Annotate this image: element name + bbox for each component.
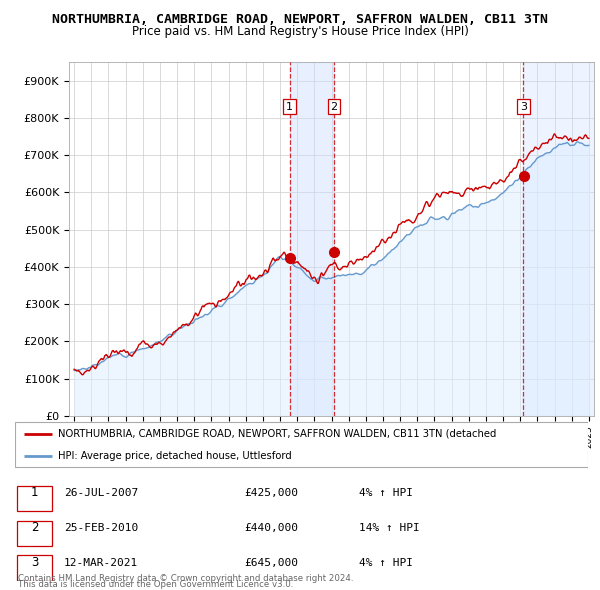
FancyBboxPatch shape: [17, 486, 52, 511]
FancyBboxPatch shape: [15, 422, 588, 467]
Text: 26-JUL-2007: 26-JUL-2007: [64, 488, 138, 498]
Text: 1: 1: [31, 486, 38, 499]
Text: Contains HM Land Registry data © Crown copyright and database right 2024.: Contains HM Land Registry data © Crown c…: [18, 574, 353, 583]
Text: NORTHUMBRIA, CAMBRIDGE ROAD, NEWPORT, SAFFRON WALDEN, CB11 3TN: NORTHUMBRIA, CAMBRIDGE ROAD, NEWPORT, SA…: [52, 13, 548, 26]
Text: 14% ↑ HPI: 14% ↑ HPI: [359, 523, 419, 533]
Text: Price paid vs. HM Land Registry's House Price Index (HPI): Price paid vs. HM Land Registry's House …: [131, 25, 469, 38]
Text: 3: 3: [31, 556, 38, 569]
Text: 1: 1: [286, 101, 293, 112]
Text: 25-FEB-2010: 25-FEB-2010: [64, 523, 138, 533]
Text: This data is licensed under the Open Government Licence v3.0.: This data is licensed under the Open Gov…: [18, 581, 293, 589]
FancyBboxPatch shape: [17, 520, 52, 546]
Text: 2: 2: [331, 101, 338, 112]
Text: £425,000: £425,000: [244, 488, 298, 498]
Bar: [523, 62, 594, 416]
Text: 2: 2: [31, 521, 38, 534]
Text: 4% ↑ HPI: 4% ↑ HPI: [359, 558, 413, 568]
Text: £440,000: £440,000: [244, 523, 298, 533]
Text: 3: 3: [520, 101, 527, 112]
Text: HPI: Average price, detached house, Uttlesford: HPI: Average price, detached house, Uttl…: [58, 451, 292, 461]
Text: NORTHUMBRIA, CAMBRIDGE ROAD, NEWPORT, SAFFRON WALDEN, CB11 3TN (detached: NORTHUMBRIA, CAMBRIDGE ROAD, NEWPORT, SA…: [58, 429, 496, 439]
Bar: [290, 62, 334, 416]
Text: £645,000: £645,000: [244, 558, 298, 568]
FancyBboxPatch shape: [17, 556, 52, 581]
Text: 4% ↑ HPI: 4% ↑ HPI: [359, 488, 413, 498]
Text: 12-MAR-2021: 12-MAR-2021: [64, 558, 138, 568]
